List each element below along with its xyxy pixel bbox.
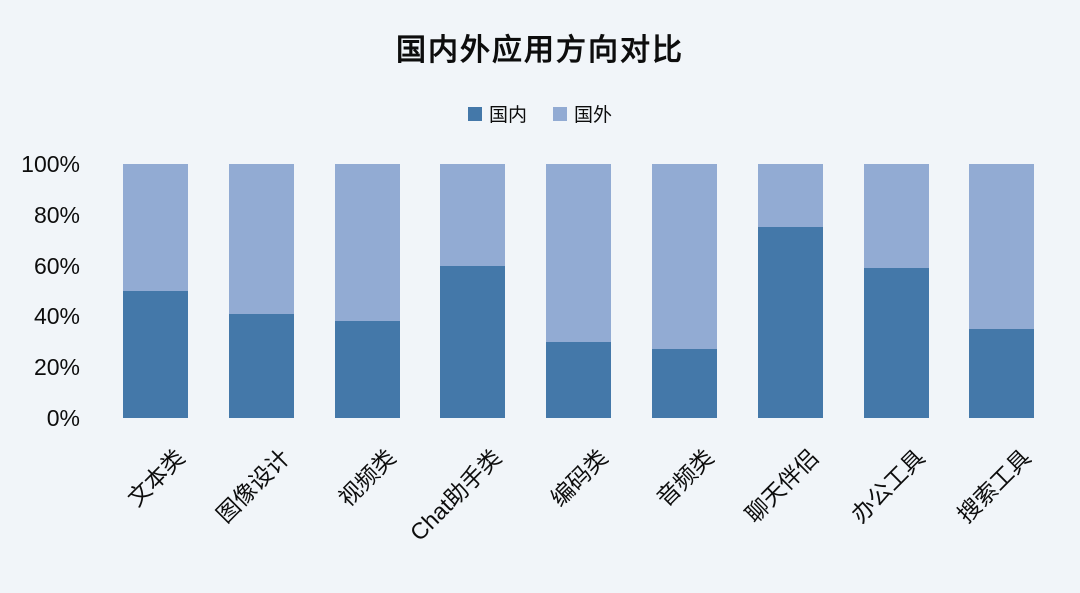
bar-group <box>652 164 717 418</box>
x-tick-label: 音频类 <box>651 444 719 512</box>
legend-label: 国内 <box>488 105 527 126</box>
bar-group <box>757 164 823 418</box>
bar-group <box>969 164 1035 418</box>
legend: 国内 国外 <box>0 100 1080 127</box>
bar-group <box>123 164 188 418</box>
legend-swatch-icon <box>467 106 482 121</box>
bar-segment-foreign <box>863 164 929 268</box>
bar-segment-domestic <box>969 329 1035 418</box>
bar-segment-domestic <box>652 349 717 418</box>
legend-label: 国外 <box>574 105 613 126</box>
x-tick-label: 图像设计 <box>211 444 295 528</box>
bar-segment-foreign <box>123 164 188 291</box>
x-tick-label: 办公工具 <box>846 444 930 528</box>
bar-segment-foreign <box>228 164 294 314</box>
y-tick-label: 100% <box>21 151 80 177</box>
legend-item: 国外 <box>553 100 612 127</box>
x-tick-label: 文本类 <box>122 444 190 512</box>
bar-group <box>440 164 506 418</box>
bar-group <box>863 164 929 418</box>
x-tick-label: 视频类 <box>333 444 401 512</box>
bar-segment-domestic <box>123 291 188 418</box>
x-tick-label: 编码类 <box>545 444 613 512</box>
bar-segment-foreign <box>334 164 400 321</box>
bar-segment-domestic <box>757 227 823 418</box>
chart-title: 国内外应用方向对比 <box>396 34 684 67</box>
bar-segment-domestic <box>546 342 612 418</box>
x-tick-label: 搜索工具 <box>952 444 1036 528</box>
y-tick-label: 40% <box>33 303 80 330</box>
legend-swatch-icon <box>553 106 567 121</box>
x-tick-label: 聊天伴侣 <box>740 444 824 528</box>
bar-segment-foreign <box>546 164 612 342</box>
y-tick-label: 80% <box>33 201 80 228</box>
bar-group <box>334 164 400 418</box>
bar-segment-foreign <box>757 164 823 227</box>
bar-segment-foreign <box>440 164 506 266</box>
bar-group <box>228 164 294 418</box>
legend-item: 国内 <box>467 100 527 127</box>
bar-segment-foreign <box>652 164 717 349</box>
bar-segment-domestic <box>863 268 929 418</box>
bar-group <box>546 164 612 418</box>
y-tick-label: 20% <box>33 354 80 381</box>
bar-segment-domestic <box>228 314 294 418</box>
y-tick-label: 0% <box>46 405 80 431</box>
bar-segment-domestic <box>440 266 506 418</box>
bar-segment-domestic <box>334 321 400 418</box>
y-tick-label: 60% <box>33 252 80 279</box>
bar-segment-foreign <box>969 164 1035 329</box>
x-tick-label: Chat助手类 <box>405 444 507 546</box>
